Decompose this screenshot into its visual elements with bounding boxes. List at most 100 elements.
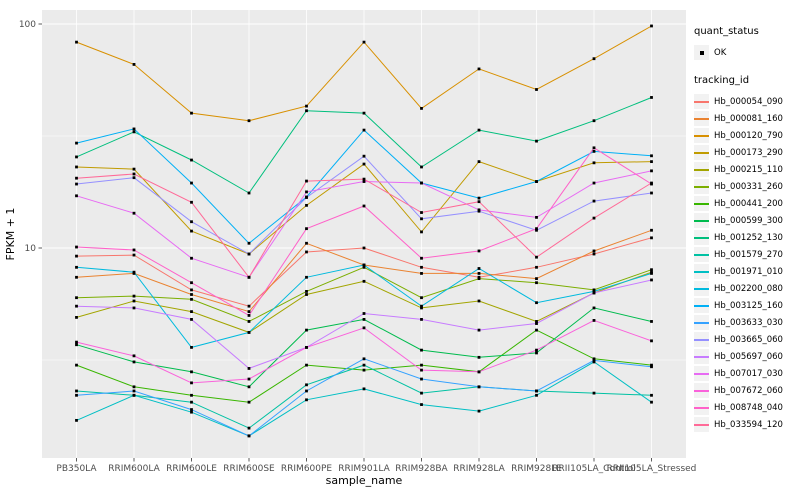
legend-label-ok: OK [714,47,727,58]
legend-label: Hb_001252_130 [714,232,783,243]
data-point [190,220,193,224]
legend-item-Hb_008748_040: Hb_008748_040 [694,399,798,416]
data-point [132,354,136,358]
data-point [592,199,596,203]
data-point [190,111,193,115]
data-point [305,293,308,296]
x-tick-label: RRIM928LA [453,464,505,474]
data-point [650,393,653,397]
data-point [305,398,308,402]
data-point [592,391,596,395]
data-point [362,318,366,321]
data-point [305,275,308,279]
legend-line-key-icon [694,264,709,279]
data-point [477,272,481,275]
data-point [535,265,538,269]
data-point [132,299,136,303]
legend-label: Hb_000120_790 [714,130,783,141]
legend-item-Hb_000173_290: Hb_000173_290 [694,144,798,161]
data-point [420,306,423,310]
legend-title-tracking-id: tracking_id [694,75,750,86]
data-point [305,241,308,245]
legend-item-Hb_000054_090: Hb_000054_090 [694,93,798,110]
data-point [420,403,423,406]
data-point [477,196,481,200]
legend-item-Hb_000215_110: Hb_000215_110 [694,161,798,178]
legend-label: Hb_000441_200 [714,198,783,209]
data-point [420,296,423,300]
data-point [190,281,193,285]
data-point [75,363,78,367]
legend-item-Hb_007672_060: Hb_007672_060 [694,382,798,399]
legend-line-key-icon [694,247,709,262]
data-point [477,277,481,281]
data-point [477,200,481,204]
ok-point-marker-icon [699,50,704,55]
x-tick-label: RRII105LA_Control [552,464,635,474]
legend-item-Hb_001579_270: Hb_001579_270 [694,246,798,263]
data-point [362,263,366,267]
data-point [75,275,78,279]
x-tick-label: RRIM600SE [223,464,275,474]
data-point [592,288,596,292]
legend-item-Hb_001252_130: Hb_001252_130 [694,229,798,246]
legend-item-Hb_002200_080: Hb_002200_080 [694,280,798,297]
data-point [132,360,136,364]
data-point [592,358,596,362]
data-point [247,385,251,389]
data-point [477,267,481,270]
data-point [592,216,596,220]
data-point [535,180,538,183]
data-point [132,176,136,180]
legend-item-Hb_005697_060: Hb_005697_060 [694,348,798,365]
legend-label: Hb_000331_260 [714,181,783,192]
data-point [535,215,538,219]
data-point [305,383,308,387]
data-point [247,310,251,314]
data-point [190,370,193,374]
data-point [305,179,308,183]
data-point [190,310,193,314]
data-point [132,211,136,215]
data-point [305,250,308,254]
data-point [75,176,78,180]
x-tick-label: RRII105LA_Stressed [607,464,697,474]
legend-item-Hb_003633_030: Hb_003633_030 [694,314,798,331]
data-point [305,328,308,332]
data-point [477,299,481,303]
legend-item-Hb_001971_010: Hb_001971_010 [694,263,798,280]
x-tick-label: RRIM901LA [338,464,390,474]
legend-item-Hb_000120_790: Hb_000120_790 [694,127,798,144]
data-point [650,228,653,232]
data-point [420,368,423,372]
data-point [75,315,78,319]
data-point [650,400,653,404]
x-tick-label: RRIM600PE [281,464,333,474]
data-point [650,278,653,282]
data-point [650,24,653,28]
legend-label: Hb_000054_090 [714,96,783,107]
data-point [247,275,251,279]
data-point [305,345,308,349]
data-point [305,190,308,194]
legend-line-key-icon [694,179,709,194]
data-point [362,357,366,361]
legend-key-ok [694,45,709,60]
data-point [190,393,193,397]
data-point [650,363,653,367]
data-point [592,146,596,150]
data-point [650,268,653,272]
data-point [420,272,423,275]
data-point [650,160,653,164]
data-point [132,385,136,389]
data-point [362,387,366,391]
legend-label: Hb_000215_110 [714,164,783,175]
data-point [362,312,366,315]
data-point [75,254,78,258]
data-point [592,306,596,310]
data-point [75,418,78,422]
data-point [420,256,423,260]
legend-line-key-icon [694,128,709,143]
data-point [592,149,596,153]
